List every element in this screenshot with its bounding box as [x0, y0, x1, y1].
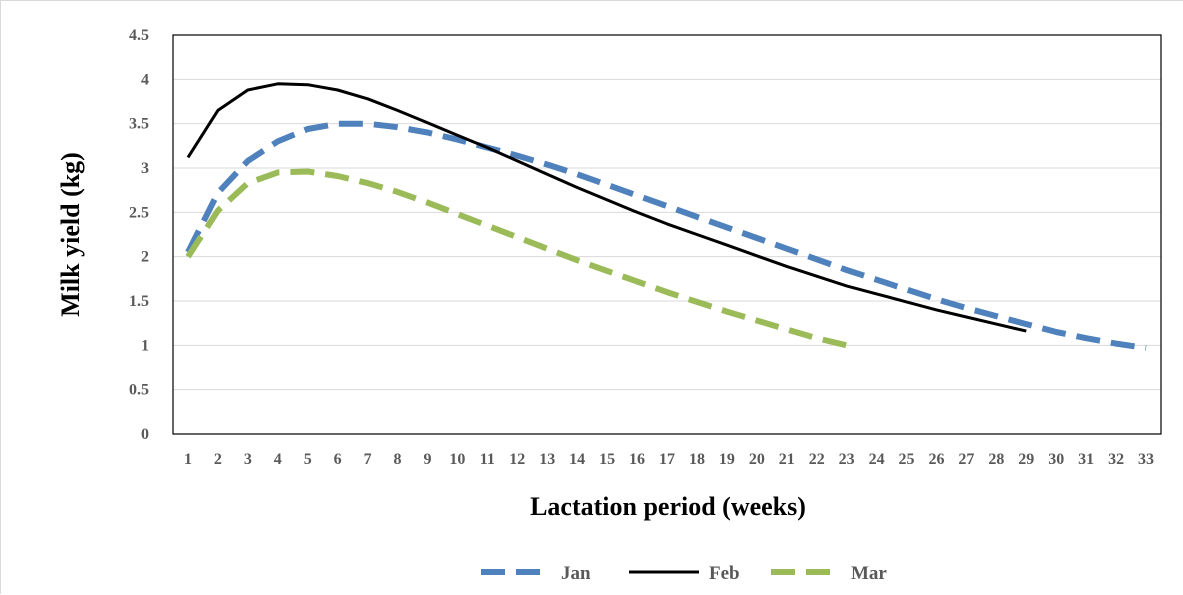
x-tick-label: 7	[364, 451, 372, 468]
x-tick-label: 15	[599, 451, 615, 468]
x-tick-label: 4	[274, 451, 282, 468]
x-tick-label: 9	[423, 451, 431, 468]
x-tick-label: 30	[1048, 451, 1064, 468]
x-tick-label: 8	[394, 451, 402, 468]
y-tick-label: 3.5	[129, 116, 149, 133]
x-tick-label: 3	[244, 451, 252, 468]
x-tick-label: 16	[629, 451, 645, 468]
legend-label-feb: Feb	[709, 563, 740, 584]
x-tick-label: 14	[569, 451, 585, 468]
y-tick-label: 0.5	[129, 382, 149, 399]
x-tick-label: 10	[449, 451, 465, 468]
x-tick-label: 5	[304, 451, 312, 468]
x-tick-label: 33	[1138, 451, 1154, 468]
x-tick-label: 31	[1078, 451, 1094, 468]
x-tick-label: 13	[539, 451, 555, 468]
x-axis-title: Lactation period (weeks)	[530, 492, 806, 521]
y-tick-label: 4.5	[129, 27, 149, 44]
y-tick-label: 2	[141, 249, 149, 266]
x-tick-label: 20	[749, 451, 765, 468]
y-tick-label: 2.5	[129, 204, 149, 221]
series-lines	[185, 82, 1147, 351]
series-line-jan	[185, 120, 1147, 351]
x-tick-label: 2	[214, 451, 222, 468]
x-tick-label: 17	[659, 451, 675, 468]
legend-label-jan: Jan	[561, 563, 591, 584]
x-tick-label: 26	[928, 451, 944, 468]
x-tick-label: 24	[869, 451, 885, 468]
x-tick-label: 27	[958, 451, 974, 468]
x-tick-label: 21	[779, 451, 795, 468]
y-tick-label: 4	[141, 71, 149, 88]
y-tick-label: 1	[141, 337, 149, 354]
y-tick-label: 1.5	[129, 293, 149, 310]
plot-area-border	[172, 34, 1162, 435]
x-tick-label: 12	[509, 451, 525, 468]
x-tick-label: 18	[689, 451, 705, 468]
x-tick-label: 11	[480, 451, 495, 468]
y-tick-label: 0	[141, 426, 149, 443]
legend-label-mar: Mar	[851, 563, 887, 584]
x-tick-label: 23	[839, 451, 855, 468]
x-tick-label: 19	[719, 451, 735, 468]
series-line-feb	[186, 82, 1027, 333]
x-tick-label: 28	[988, 451, 1004, 468]
x-tick-label: 6	[334, 451, 342, 468]
legend: Jan Feb Mar	[481, 563, 887, 584]
x-tick-label: 29	[1018, 451, 1034, 468]
y-axis-title: Milk yield (kg)	[56, 152, 85, 317]
x-tick-label: 22	[809, 451, 825, 468]
x-tick-label: 1	[184, 451, 192, 468]
series-line-mar	[185, 168, 848, 349]
x-tick-label: 25	[899, 451, 915, 468]
x-tick-label: 32	[1108, 451, 1124, 468]
y-tick-label: 3	[141, 160, 149, 177]
gridlines	[173, 78, 1161, 391]
y-axis-ticks: 0 0.5 1 1.5 2 2.5 3 3.5 4 4.5	[129, 27, 149, 443]
x-axis-ticks: 1 2 3 4 5 6 7 8 9 10 11 12 13 14 15 16 17 18 19 20 21 22 23 24 2…	[184, 451, 1154, 468]
